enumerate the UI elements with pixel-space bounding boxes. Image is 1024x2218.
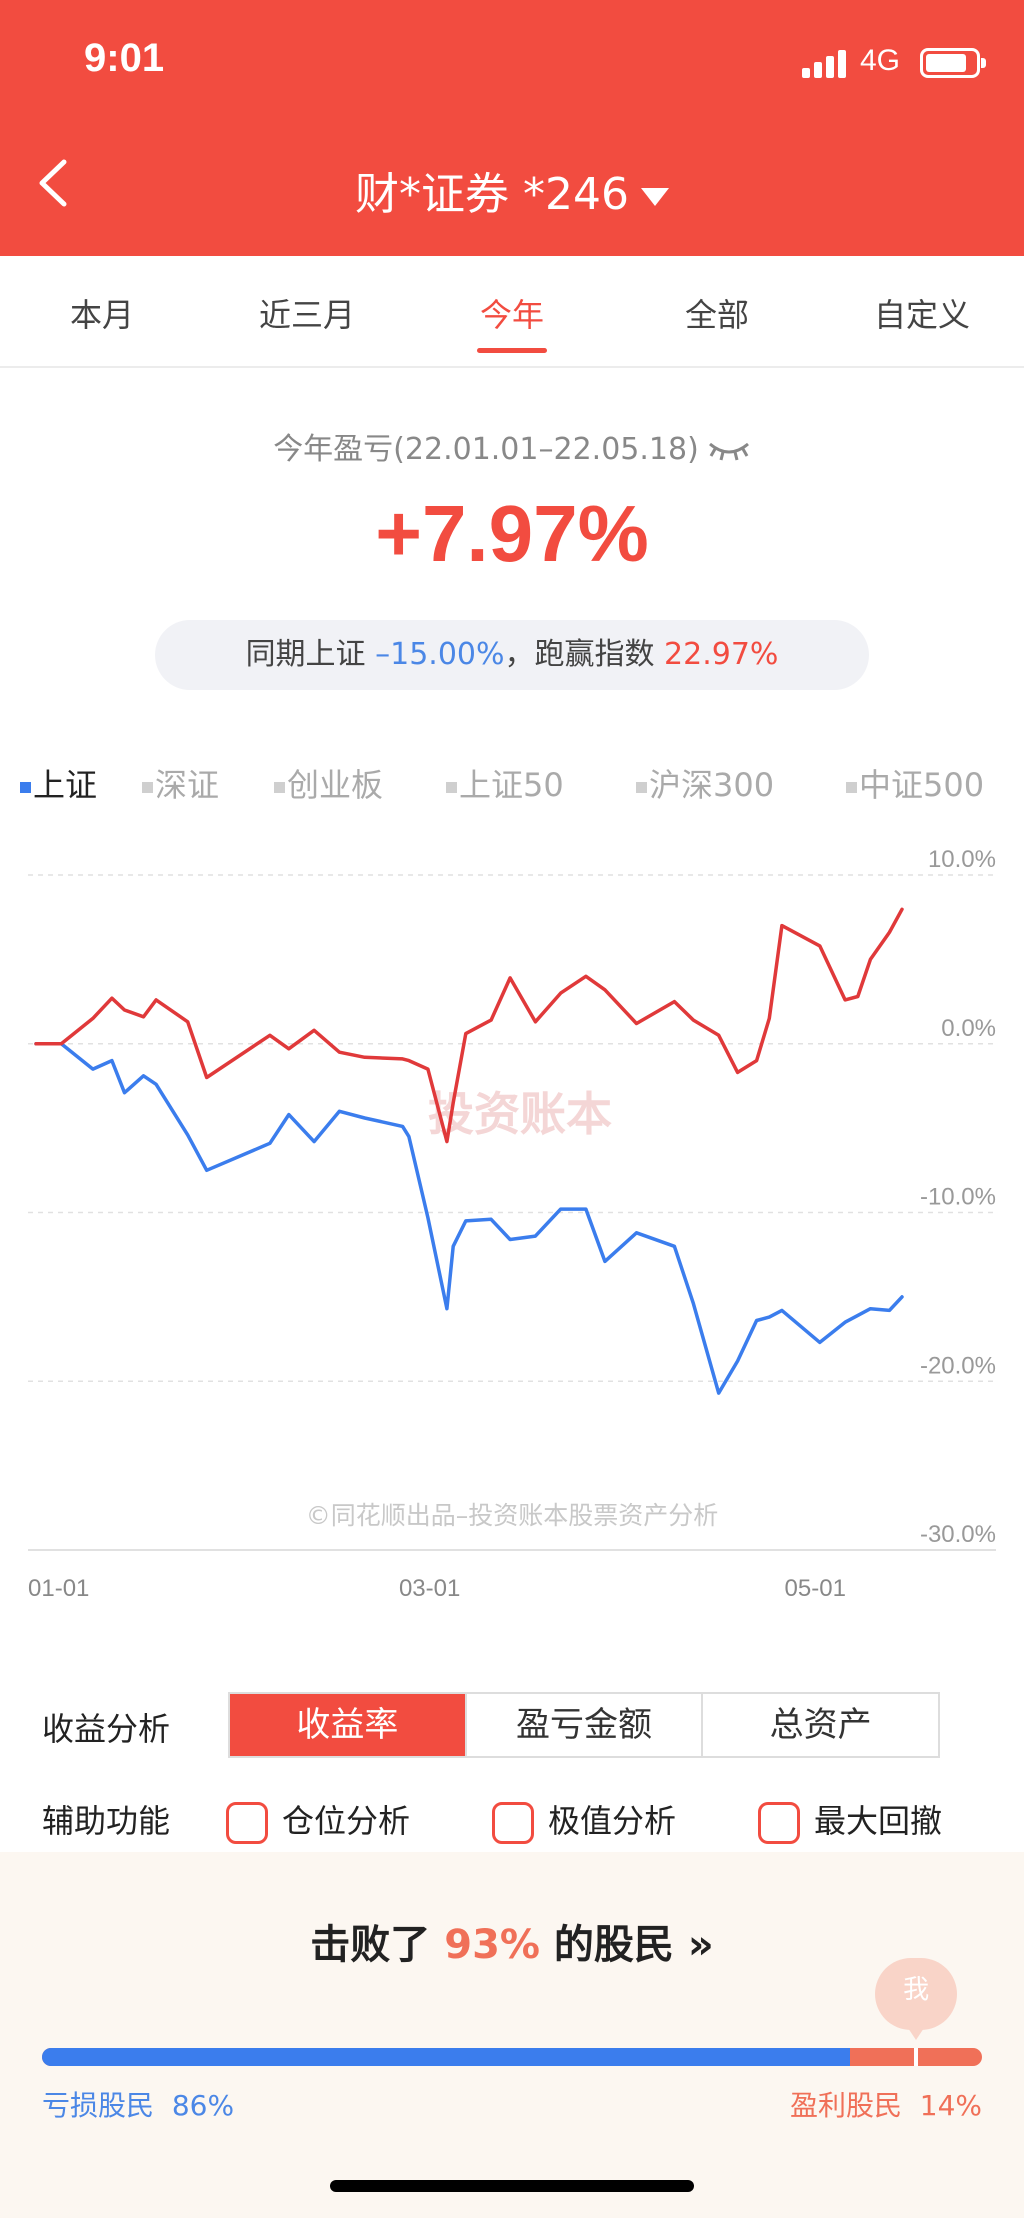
x-tick-label: 01-01 xyxy=(28,1575,89,1602)
index-label: 中证500 xyxy=(859,766,985,804)
legend-swatch xyxy=(846,781,857,793)
network-type: 4G xyxy=(860,44,901,77)
index-shanghai[interactable]: 上证 xyxy=(20,760,97,806)
index-chinext[interactable]: 创业板 xyxy=(274,760,383,806)
checkbox[interactable] xyxy=(758,1802,800,1844)
ranking-title[interactable]: 击败了 93% 的股民 » xyxy=(0,1912,1024,1970)
tab-all[interactable]: 全部 xyxy=(684,296,749,334)
loss-label: 亏损股民 xyxy=(42,2089,155,2122)
investor-distribution-bar xyxy=(42,2048,982,2066)
aux-option-label: 最大回撤 xyxy=(814,1802,943,1840)
active-tab-indicator xyxy=(477,348,547,353)
gain-percent: 14% xyxy=(919,2089,982,2122)
account-return-line xyxy=(34,907,904,1144)
checkbox[interactable] xyxy=(226,1802,268,1844)
period-tabs: 本月 近三月 今年 全部 自定义 xyxy=(0,256,1024,368)
index-label: 创业板 xyxy=(287,766,384,804)
benchmark-comparison: 同期上证 –15.00%，跑赢指数 22.97% xyxy=(155,620,869,690)
y-tick-label: -10.0% xyxy=(920,1184,996,1211)
profit-investors: 盈利股民 14% xyxy=(790,2084,982,2124)
index-label: 上证 xyxy=(33,766,98,804)
index-shenzhen[interactable]: 深证 xyxy=(142,760,219,806)
ranking-panel[interactable]: 击败了 93% 的股民 » 我 亏损股民 86% 盈利股民 14% xyxy=(0,1852,1024,2218)
segment-total-assets[interactable]: 总资产 xyxy=(701,1694,938,1756)
checkbox[interactable] xyxy=(492,1802,534,1844)
index-return-line xyxy=(34,1042,904,1395)
tab-this-year[interactable]: 今年 xyxy=(479,296,544,334)
tab-custom[interactable]: 自定义 xyxy=(873,296,970,334)
compare-mid: ，跑赢指数 xyxy=(504,637,655,672)
aux-label: 辅助功能 xyxy=(42,1802,171,1840)
battery-icon xyxy=(920,48,986,78)
excess-return: 22.97% xyxy=(664,637,779,672)
chart-watermark: 投资账本 xyxy=(428,1087,612,1141)
index-return: –15.00% xyxy=(375,637,505,672)
aux-position-analysis[interactable]: 仓位分析 xyxy=(226,1796,410,1844)
return-chart-svg: 投资账本 10.0% 0.0% -10.0% -20.0% -30.0% ©同花顺出品–投资… xyxy=(28,846,996,1602)
pnl-period-text: 今年盈亏(22.01.01–22.05.18) xyxy=(273,432,699,467)
ranking-suffix: 的股民 » xyxy=(553,1922,714,1968)
legend-swatch xyxy=(274,781,285,793)
me-marker: 我 xyxy=(875,1958,958,2040)
tab-this-month[interactable]: 本月 xyxy=(69,296,134,334)
index-sse50[interactable]: 上证50 xyxy=(446,760,564,806)
legend-swatch xyxy=(636,781,647,793)
gain-label: 盈利股民 xyxy=(789,2089,902,2122)
status-time: 9:01 xyxy=(84,36,165,80)
aux-max-drawdown[interactable]: 最大回撤 xyxy=(758,1796,942,1844)
dropdown-triangle-icon xyxy=(640,188,669,206)
pnl-period: 今年盈亏(22.01.01–22.05.18) xyxy=(0,424,1024,468)
segment-return-rate[interactable]: 收益率 xyxy=(230,1694,465,1756)
back-icon[interactable] xyxy=(34,158,74,208)
y-tick-label: 0.0% xyxy=(941,1015,996,1042)
analysis-segmented-control: 收益率 盈亏金额 总资产 xyxy=(228,1692,940,1758)
account-name: 财*证券 *246 xyxy=(355,169,629,220)
loss-investors: 亏损股民 86% xyxy=(42,2084,234,2124)
chart-footer-note: ©同花顺出品–投资账本股票资产分析 xyxy=(306,1501,719,1530)
index-label: 沪深300 xyxy=(649,766,775,804)
y-tick-label: -30.0% xyxy=(920,1521,996,1548)
hide-eye-icon[interactable] xyxy=(707,436,751,466)
x-tick-label: 03-01 xyxy=(399,1575,460,1602)
x-tick-label: 05-01 xyxy=(785,1575,846,1602)
pnl-percent: +7.97% xyxy=(375,489,649,578)
index-label: 深证 xyxy=(155,766,220,804)
ranking-prefix: 击败了 xyxy=(310,1922,431,1968)
account-selector[interactable]: 财*证券 *246 xyxy=(0,158,1024,222)
legend-swatch xyxy=(446,781,457,793)
segment-pnl-amount[interactable]: 盈亏金额 xyxy=(464,1694,702,1756)
y-tick-label: -20.0% xyxy=(920,1352,996,1379)
ranking-percent: 93% xyxy=(444,1922,540,1968)
return-chart[interactable]: 投资账本 10.0% 0.0% -10.0% -20.0% -30.0% ©同花顺出品–投资… xyxy=(0,830,1024,1610)
index-csi500[interactable]: 中证500 xyxy=(846,760,984,806)
aux-option-label: 极值分析 xyxy=(548,1802,677,1840)
y-tick-label: 10.0% xyxy=(928,846,996,873)
aux-extreme-analysis[interactable]: 极值分析 xyxy=(492,1796,676,1844)
analysis-label: 收益分析 xyxy=(42,1710,171,1748)
index-label: 上证50 xyxy=(459,766,564,804)
loss-share-fill xyxy=(42,2048,851,2066)
aux-option-label: 仓位分析 xyxy=(282,1802,411,1840)
legend-swatch xyxy=(142,781,153,793)
me-position-marker xyxy=(914,2048,919,2066)
home-indicator[interactable] xyxy=(330,2180,694,2192)
app-header: 9:01 4G 财*证券 *246 xyxy=(0,0,1024,256)
signal-icon xyxy=(802,50,850,78)
legend-swatch xyxy=(20,781,31,793)
index-csi300[interactable]: 沪深300 xyxy=(636,760,774,806)
tab-last-three-months[interactable]: 近三月 xyxy=(258,296,355,334)
compare-prefix: 同期上证 xyxy=(245,637,366,672)
loss-percent: 86% xyxy=(171,2089,235,2122)
